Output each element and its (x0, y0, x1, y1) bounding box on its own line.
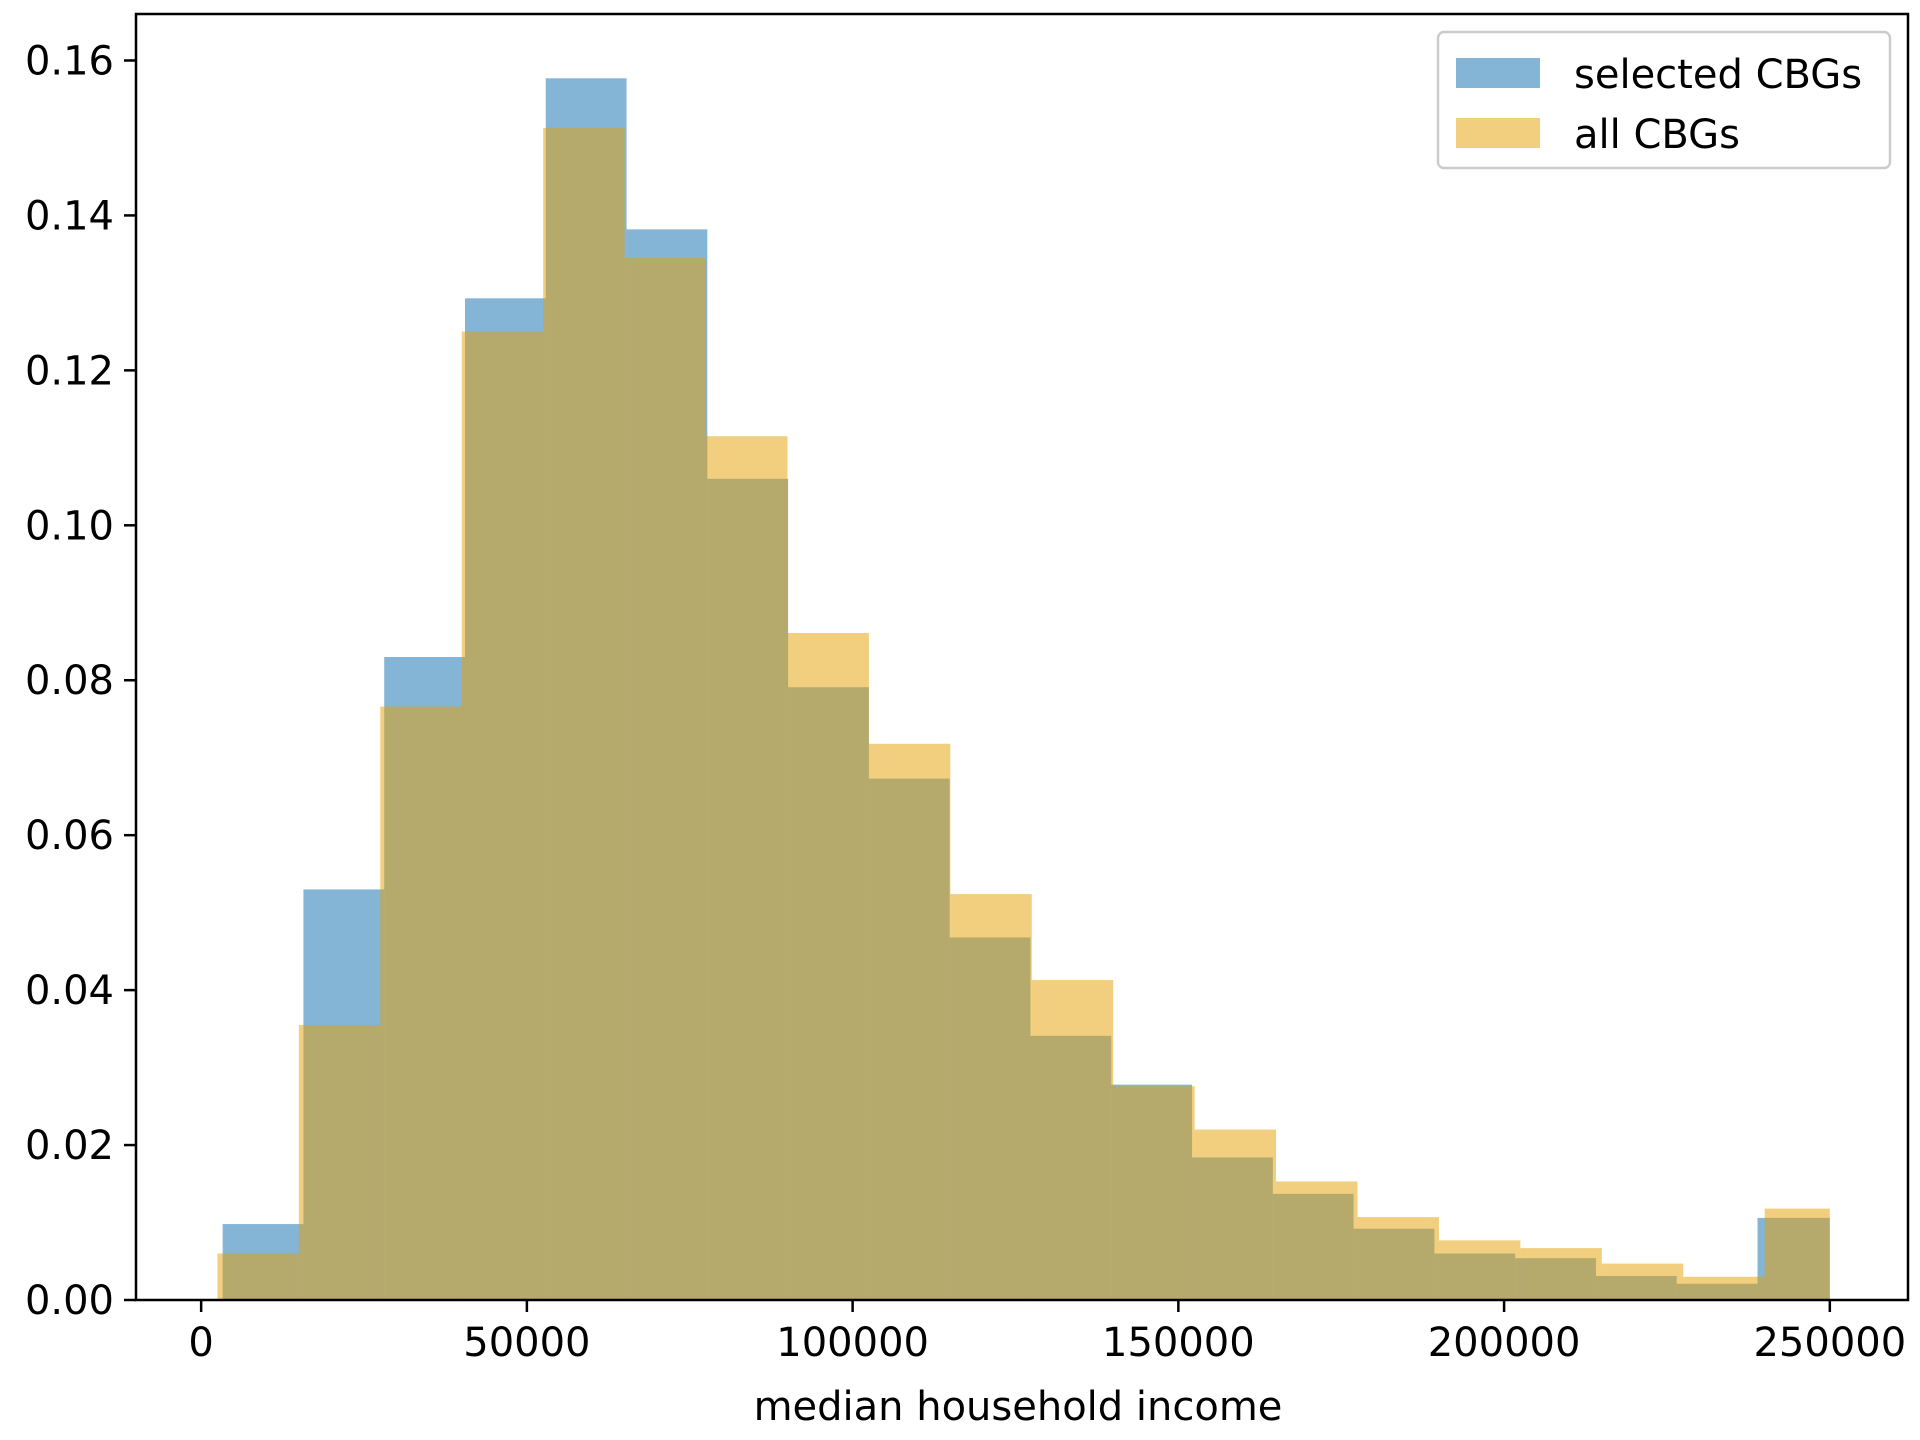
y-tick-label: 0.00 (25, 1278, 114, 1324)
y-tick-label: 0.14 (25, 193, 114, 239)
histogram-bar (624, 258, 707, 1300)
x-tick-label: 150000 (1102, 1320, 1255, 1366)
y-tick-label: 0.08 (25, 658, 114, 704)
histogram-bar (1357, 1217, 1439, 1300)
histogram-bar (1764, 1208, 1830, 1300)
histogram-bar (380, 706, 462, 1300)
y-tick-label: 0.06 (25, 813, 114, 859)
histogram-bar (1601, 1263, 1684, 1300)
legend-swatch (1456, 118, 1540, 148)
histogram-bar (1194, 1129, 1277, 1300)
x-tick-label: 0 (188, 1320, 213, 1366)
legend-box (1436, 30, 1892, 170)
histogram-bars (217, 78, 1830, 1301)
histogram-bar (1031, 980, 1114, 1300)
histogram-bar (1520, 1248, 1602, 1300)
legend-swatch (1456, 58, 1540, 88)
x-tick-label: 100000 (776, 1320, 929, 1366)
histogram-bar (1113, 1086, 1195, 1300)
y-tick-label: 0.16 (25, 38, 114, 84)
x-axis-label: median household income (754, 1384, 1283, 1430)
x-tick-label: 250000 (1753, 1320, 1906, 1366)
histogram-bar (706, 436, 788, 1301)
plot-frame (134, 12, 1910, 1302)
histogram-bar (217, 1253, 299, 1300)
legend: selected CBGs all CBGs (1436, 30, 1892, 170)
histogram-bar (787, 632, 869, 1300)
histogram-bar (1438, 1240, 1521, 1300)
y-tick-label: 0.02 (25, 1123, 114, 1169)
histogram-bar (868, 743, 951, 1300)
histogram-bar (298, 1024, 381, 1300)
y-tick-label: 0.04 (25, 968, 114, 1014)
series-1-bars (217, 127, 1830, 1301)
histogram-bar (543, 127, 625, 1300)
y-tick-label: 0.10 (25, 503, 114, 549)
y-tick-label: 0.12 (25, 348, 114, 394)
histogram-bar (461, 331, 544, 1301)
legend-label: selected CBGs (1574, 52, 1862, 98)
histogram-bar (1683, 1276, 1765, 1300)
histogram-bar (1276, 1181, 1358, 1300)
x-tick-label: 200000 (1428, 1320, 1581, 1366)
x-tick-label: 50000 (463, 1320, 590, 1366)
y-axis: 0.00 0.02 0.04 0.06 0.08 0.10 0.12 0.14 0.16 (25, 38, 136, 1324)
histogram-bar (950, 894, 1032, 1300)
x-axis: 0 50000 100000 150000 200000 250000 (188, 1300, 1906, 1366)
legend-label: all CBGs (1574, 112, 1740, 158)
